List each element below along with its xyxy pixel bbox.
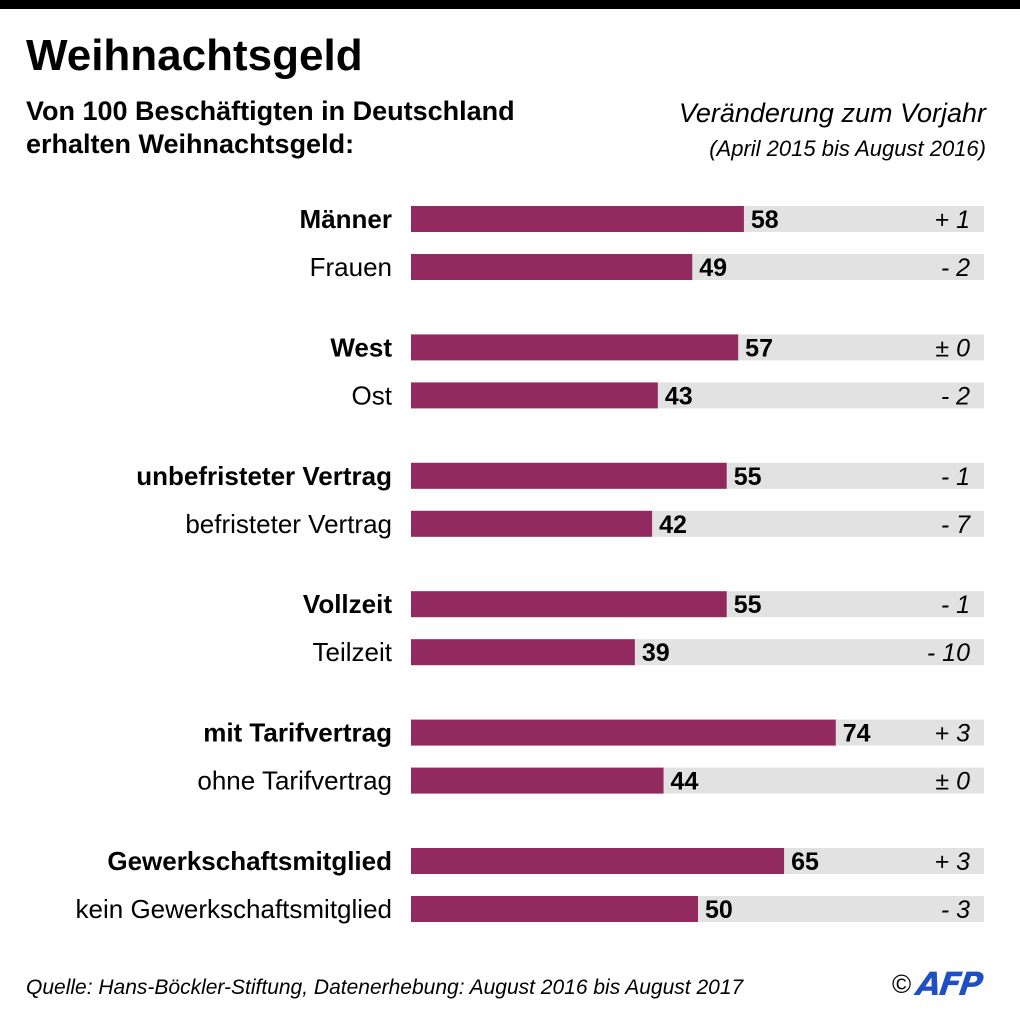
value-label: 44 (671, 768, 699, 796)
value-label: 39 (642, 639, 670, 667)
category-label: Männer (300, 204, 392, 234)
value-label: 43 (665, 382, 693, 410)
bar (411, 462, 727, 489)
bar (411, 639, 635, 666)
category-label: Teilzeit (313, 637, 393, 667)
value-label: 58 (751, 206, 779, 234)
change-label: - 1 (941, 463, 970, 491)
change-column-title: Veränderung zum Vorjahr (678, 98, 986, 128)
category-label: Vollzeit (303, 589, 392, 619)
afp-logo-icon: AFP (914, 965, 984, 1003)
bar (411, 719, 836, 746)
category-label: Frauen (310, 252, 392, 282)
value-label: 55 (734, 463, 762, 491)
change-label: - 7 (941, 511, 971, 539)
change-label: + 1 (935, 206, 970, 234)
value-label: 42 (659, 511, 687, 539)
change-label: - 2 (941, 382, 970, 410)
value-label: 57 (745, 334, 773, 362)
top-rule (0, 0, 1020, 9)
category-label: mit Tarifvertrag (203, 718, 392, 748)
bar (411, 767, 664, 794)
change-label: - 2 (941, 254, 970, 282)
subtitle-line-2: erhalten Weihnachtsgeld: (26, 129, 355, 159)
value-label: 49 (699, 254, 727, 282)
bar (411, 510, 653, 537)
bar (411, 896, 698, 922)
value-label: 74 (843, 720, 871, 748)
category-label: ohne Tarifvertrag (197, 766, 392, 796)
bar (411, 206, 744, 232)
bar (411, 334, 739, 361)
category-label: Gewerkschaftsmitglied (107, 846, 392, 876)
chart-subtitle: Von 100 Beschäftigten in Deutschland erh… (26, 95, 515, 161)
change-label: ± 0 (935, 334, 970, 362)
bar (411, 848, 785, 874)
chart-title: Weihnachtsgeld (26, 31, 363, 80)
change-label: - 1 (941, 591, 970, 619)
copyright-symbol: © (892, 969, 912, 999)
change-label: - 10 (927, 639, 970, 667)
category-label: Ost (352, 380, 393, 410)
value-label: 50 (705, 896, 733, 924)
change-label: + 3 (935, 848, 971, 876)
change-label: ± 0 (935, 768, 970, 796)
bar (411, 591, 727, 618)
source-note: Quelle: Hans-Böckler-Stiftung, Datenerhe… (26, 976, 744, 999)
bar (411, 254, 693, 280)
category-label: unbefristeter Vertrag (136, 461, 392, 491)
value-label: 65 (791, 848, 819, 876)
change-label: + 3 (935, 720, 971, 748)
change-column-header: Veränderung zum Vorjahr (April 2015 bis … (679, 96, 986, 164)
bar (411, 382, 658, 409)
change-column-period: (April 2015 bis August 2016) (709, 136, 986, 161)
subtitle-line-1: Von 100 Beschäftigten in Deutschland (26, 96, 515, 126)
afp-logo: © AFP (892, 964, 984, 1004)
value-label: 55 (734, 591, 762, 619)
category-label: West (330, 332, 392, 362)
category-label: befristeter Vertrag (185, 509, 392, 539)
change-label: - 3 (941, 896, 970, 924)
category-label: kein Gewerkschaftsmitglied (76, 894, 392, 924)
